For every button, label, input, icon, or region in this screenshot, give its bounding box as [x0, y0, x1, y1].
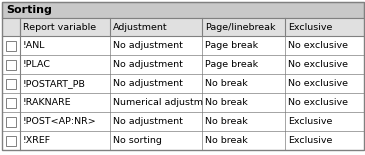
Text: No adjustment: No adjustment [113, 79, 183, 88]
Text: Page break: Page break [205, 41, 258, 50]
Text: No break: No break [205, 136, 248, 145]
Text: Report variable: Report variable [23, 22, 96, 31]
Text: Exclusive: Exclusive [288, 136, 333, 145]
Text: No exclusive: No exclusive [288, 41, 348, 50]
Text: Exclusive: Exclusive [288, 117, 333, 126]
Text: Adjustment: Adjustment [113, 22, 168, 31]
Bar [2, 55, 364, 74]
Bar [2, 131, 364, 150]
Bar [6, 60, 16, 69]
Text: No adjustment: No adjustment [113, 60, 183, 69]
Bar [2, 112, 364, 131]
Text: !PLAC: !PLAC [23, 60, 51, 69]
Text: !XREF: !XREF [23, 136, 51, 145]
Text: No adjustment: No adjustment [113, 41, 183, 50]
Text: No exclusive: No exclusive [288, 60, 348, 69]
Bar [6, 78, 16, 89]
Bar [6, 117, 16, 126]
Text: No adjustment: No adjustment [113, 117, 183, 126]
Text: !ANL: !ANL [23, 41, 46, 50]
Text: No break: No break [205, 117, 248, 126]
Text: No sorting: No sorting [113, 136, 162, 145]
Text: Sorting: Sorting [6, 5, 52, 15]
Text: No exclusive: No exclusive [288, 98, 348, 107]
Text: Page/linebreak: Page/linebreak [205, 22, 276, 31]
Text: Numerical adjustm: Numerical adjustm [113, 98, 203, 107]
Text: No break: No break [205, 98, 248, 107]
Text: No break: No break [205, 79, 248, 88]
Text: !POSTART_PB: !POSTART_PB [23, 79, 86, 88]
Bar [2, 18, 364, 36]
Text: Page break: Page break [205, 60, 258, 69]
Bar [6, 40, 16, 51]
Bar [2, 93, 364, 112]
Text: !RAKNARE: !RAKNARE [23, 98, 72, 107]
Text: No exclusive: No exclusive [288, 79, 348, 88]
Bar [2, 74, 364, 93]
Bar [6, 97, 16, 108]
Text: !POST<AP:NR>: !POST<AP:NR> [23, 117, 97, 126]
Text: Exclusive: Exclusive [288, 22, 333, 31]
Bar [6, 135, 16, 146]
Bar [2, 36, 364, 55]
Bar [2, 2, 364, 18]
